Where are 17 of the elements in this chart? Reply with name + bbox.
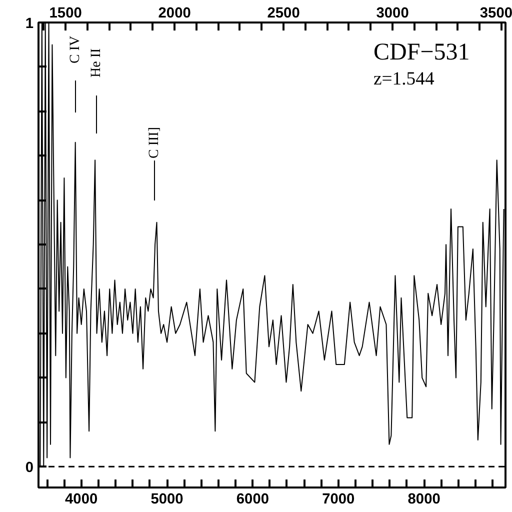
x2-tick-label: 2500 bbox=[267, 6, 300, 22]
text: z=1.544 bbox=[374, 68, 435, 90]
annotation: He II bbox=[89, 48, 104, 78]
text: CDF−531 bbox=[374, 40, 470, 66]
x-tick-label: 4000 bbox=[65, 492, 98, 508]
x2-tick-label: 1500 bbox=[49, 6, 82, 22]
x-tick-label: 6000 bbox=[236, 492, 270, 508]
x2-tick-label: 3000 bbox=[376, 6, 409, 22]
x2-tick-label: 3500 bbox=[480, 6, 512, 22]
x2-tick-label: 2000 bbox=[158, 6, 191, 22]
annotation: C IV bbox=[68, 36, 83, 64]
x-tick-label: 7000 bbox=[322, 492, 355, 508]
annotation: C III] bbox=[147, 127, 162, 158]
x-tick-label: 8000 bbox=[408, 492, 440, 508]
y-tick-label: 0 bbox=[25, 460, 34, 476]
y-tick-label: 1 bbox=[25, 16, 34, 32]
x-tick-label: 5000 bbox=[150, 492, 184, 508]
